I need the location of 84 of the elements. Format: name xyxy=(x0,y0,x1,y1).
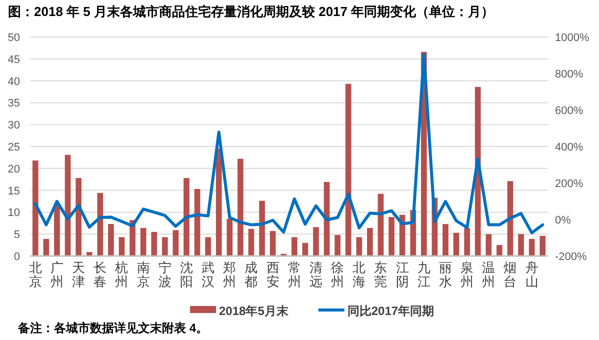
bar xyxy=(43,238,50,256)
bar xyxy=(184,178,190,256)
bar xyxy=(32,160,38,256)
y2-tick-label: 600% xyxy=(555,105,584,117)
y2-tick-label: 800% xyxy=(555,68,584,80)
x-tick-label: 杭州 xyxy=(114,260,128,289)
x-tick-label: 宁波 xyxy=(158,260,172,289)
bar xyxy=(172,230,179,256)
bar xyxy=(464,228,470,256)
y-tick-label: 25 xyxy=(8,142,20,154)
bar xyxy=(367,228,373,256)
bar xyxy=(496,245,502,256)
bar xyxy=(313,227,319,256)
x-tick-label: 舟山 xyxy=(525,260,538,289)
x-tick-label: 广州 xyxy=(50,260,64,289)
bar xyxy=(108,224,114,256)
bar xyxy=(356,237,362,256)
bar xyxy=(540,236,546,256)
bar xyxy=(248,228,254,256)
bar xyxy=(302,242,308,256)
bar xyxy=(528,238,535,256)
bar xyxy=(205,237,211,256)
x-tick-label: 江阴 xyxy=(396,260,409,289)
x-tick-label: 烟台 xyxy=(504,260,517,289)
y-tick-label: 50 xyxy=(8,32,20,44)
x-tick-label: 清远 xyxy=(309,260,322,289)
bar xyxy=(270,231,276,256)
legend-label: 2018年5月末 xyxy=(219,304,290,318)
y-tick-label: 5 xyxy=(14,229,20,242)
x-tick-label: 徐州 xyxy=(331,260,344,289)
y-tick-label: 45 xyxy=(8,54,20,66)
y2-tick-label: -200% xyxy=(555,251,588,263)
x-tick-label: 九江 xyxy=(417,260,430,289)
bar xyxy=(291,237,298,256)
bar xyxy=(118,237,125,256)
x-tick-label: 成都 xyxy=(244,260,258,289)
x-tick-label: 武汉 xyxy=(202,260,215,289)
x-tick-label: 常州 xyxy=(288,260,301,289)
bar xyxy=(162,237,168,256)
bar xyxy=(226,218,233,256)
bar xyxy=(151,232,158,256)
bar xyxy=(442,224,448,256)
y-tick-label: 10 xyxy=(8,207,20,220)
bar xyxy=(486,234,492,256)
bar xyxy=(238,158,244,256)
bar xyxy=(334,234,340,256)
chart-title: 图：2018 年 5 月末各城市商品住宅存量消化周期及较 2017 年同期变化（单位：月） xyxy=(8,4,494,19)
bar xyxy=(518,234,524,256)
x-tick-label: 沈阳 xyxy=(180,260,193,289)
y2-tick-label: 200% xyxy=(555,178,584,190)
y-tick-label: 20 xyxy=(8,163,20,176)
x-tick-label: 东莞 xyxy=(374,260,388,289)
bar xyxy=(54,203,60,256)
x-tick-label: 北京 xyxy=(28,260,42,289)
x-tick-label: 西安 xyxy=(266,260,280,289)
y2-tick-label: 1000% xyxy=(555,32,590,44)
bar xyxy=(345,84,352,256)
y-tick-label: 15 xyxy=(8,185,20,198)
bar xyxy=(216,148,222,256)
y2-tick-label: 400% xyxy=(555,142,584,154)
bar xyxy=(86,252,92,256)
bar xyxy=(76,178,82,256)
y2-tick-label: 0% xyxy=(555,214,572,226)
x-tick-label: 南京 xyxy=(136,260,150,289)
legend-label: 同比2017年同期 xyxy=(347,304,434,318)
bar xyxy=(507,181,514,256)
text: 备注：各城市数据详见文末附表 4。 xyxy=(17,321,208,335)
y-tick-label: 40 xyxy=(8,76,20,88)
y-tick-label: 0 xyxy=(14,251,20,263)
y-tick-label: 30 xyxy=(8,120,20,132)
x-tick-label: 北海 xyxy=(352,260,366,289)
bar xyxy=(259,200,265,256)
x-tick-label: 天津 xyxy=(72,260,86,289)
bar xyxy=(474,86,481,256)
bar xyxy=(140,228,146,256)
x-tick-label: 丽水 xyxy=(438,260,452,289)
x-tick-label: 温州 xyxy=(482,260,496,289)
bar xyxy=(97,192,104,256)
bar xyxy=(453,232,460,256)
y-tick-label: 35 xyxy=(8,98,20,110)
x-tick-label: 长春 xyxy=(94,260,107,289)
x-tick-label: 泉州 xyxy=(460,260,474,289)
x-tick-label: 郑州 xyxy=(223,260,236,289)
bar xyxy=(388,217,394,256)
